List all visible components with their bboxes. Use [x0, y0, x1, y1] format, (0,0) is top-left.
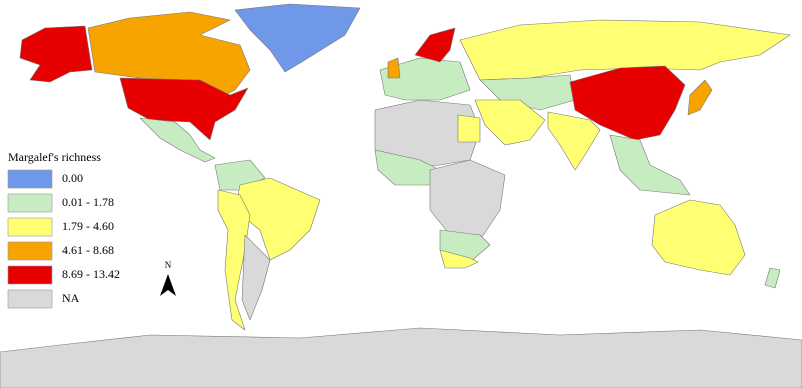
countries	[0, 3, 802, 388]
uk	[387, 57, 401, 79]
greenland	[234, 3, 361, 73]
legend-label: 8.69 - 13.42	[62, 267, 120, 281]
china	[569, 65, 686, 141]
central-africa	[429, 159, 506, 241]
legend-label: NA	[62, 291, 80, 305]
mexico	[139, 117, 216, 163]
legend-title: Margalef's richness	[8, 150, 101, 164]
southeast-asia	[609, 134, 691, 196]
argentina	[241, 234, 271, 321]
antarctica	[0, 327, 802, 388]
legend-swatch	[7, 241, 53, 261]
middle-east	[474, 99, 546, 146]
andes	[217, 189, 251, 331]
alaska	[19, 25, 93, 83]
legend-swatch	[7, 217, 53, 237]
india	[547, 111, 601, 171]
usa	[119, 77, 249, 141]
north-arrow	[160, 274, 176, 296]
legend-label: 1.79 - 4.60	[62, 219, 114, 233]
new-zealand	[764, 267, 781, 289]
legend-label: 4.61 - 8.68	[62, 243, 114, 257]
europe	[379, 57, 471, 101]
legend: 0.00 0.01 - 1.78 1.79 - 4.60 4.61 - 8.68 8.6…	[7, 169, 120, 309]
legend-swatch	[7, 265, 53, 285]
legend-swatch	[7, 289, 53, 309]
scandinavia	[414, 27, 456, 63]
legend-swatch	[7, 193, 53, 213]
canada	[87, 11, 251, 101]
legend-swatch	[7, 169, 53, 189]
australia	[651, 199, 746, 276]
japan	[687, 79, 713, 116]
legend-label: 0.00	[62, 171, 83, 185]
egypt	[457, 114, 481, 143]
legend-label: 0.01 - 1.78	[62, 195, 114, 209]
north-label: N	[165, 260, 172, 270]
south-africa	[439, 249, 479, 269]
